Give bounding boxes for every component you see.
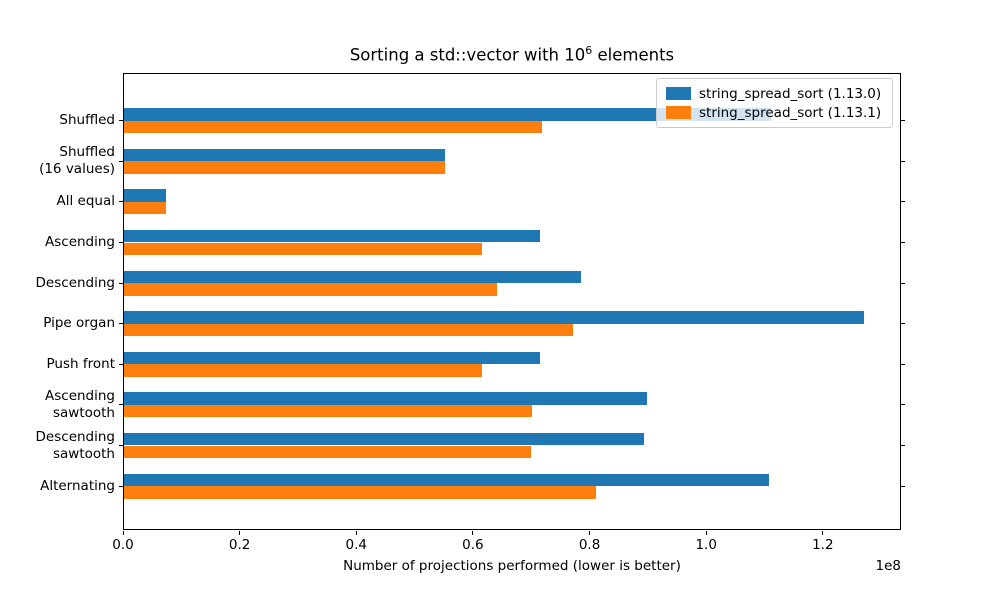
y-tick-label: All equal [56, 193, 115, 210]
x-tick-label: 0.4 [345, 537, 368, 553]
y-tick-label: Ascending [45, 234, 115, 250]
y-tick-label: Push front [46, 355, 115, 372]
x-tick-label: 1.2 [812, 537, 834, 553]
legend-label-v1: string_spread_sort (1.13.1) [699, 104, 882, 121]
y-tick-left [119, 201, 123, 203]
plot-area [123, 73, 901, 530]
y-tick-label: Shuffled (16 values) [39, 144, 115, 178]
x-tick-label: 0.0 [112, 537, 134, 553]
x-tick [822, 531, 824, 535]
bar-series0-cat5 [124, 311, 865, 324]
bar-series0-cat2 [124, 189, 166, 202]
y-tick-right [901, 323, 905, 325]
y-tick-left [119, 242, 123, 243]
legend-label-v0: string_spread_sort (1.13.0) [699, 85, 882, 102]
bar-series0-cat4 [124, 270, 581, 284]
x-tick [239, 531, 241, 535]
bar-series1-cat8 [124, 445, 532, 459]
y-tick-left [119, 120, 123, 122]
bar-series1-cat7 [124, 404, 533, 418]
bar-series0-cat3 [124, 229, 540, 243]
bar-series0-cat7 [124, 392, 647, 405]
chart-title-text: Sorting a std::vector with 10 [349, 45, 586, 65]
y-tick-label: Shuffled [59, 112, 115, 129]
legend-swatch-v0 [666, 87, 691, 100]
y-tick-label: Descending [35, 274, 115, 291]
y-tick-left [119, 323, 123, 325]
y-tick-left [119, 282, 123, 284]
legend-swatch-v1 [666, 106, 691, 119]
legend-item-v0: string_spread_sort (1.13.0) [666, 84, 884, 103]
x-tick [355, 531, 357, 535]
y-tick-right [901, 363, 905, 365]
bar-series1-cat4 [124, 283, 497, 296]
bar-series0-cat0 [124, 108, 772, 121]
y-tick-left [119, 404, 123, 406]
x-tick-label: 0.6 [462, 537, 484, 553]
y-tick-right [901, 404, 905, 406]
x-axis-label: Number of projections performed (lower i… [343, 558, 681, 574]
legend: string_spread_sort (1.13.0) string_sprea… [656, 78, 893, 128]
y-tick-left [119, 485, 123, 487]
bar-series1-cat5 [124, 323, 574, 337]
y-tick-left [119, 160, 123, 162]
bar-series0-cat8 [124, 432, 644, 446]
y-tick-right [901, 445, 905, 446]
bar-series1-cat2 [124, 201, 166, 215]
y-tick-left [119, 363, 123, 365]
y-tick-right [901, 282, 905, 284]
bar-series1-cat1 [124, 161, 445, 174]
bar-series0-cat9 [124, 473, 770, 487]
y-tick-right [901, 120, 905, 122]
bar-series0-cat6 [124, 351, 541, 365]
bar-series1-cat0 [124, 120, 543, 134]
y-tick-left [119, 445, 123, 446]
bar-series1-cat6 [124, 364, 483, 377]
x-tick-label: 0.8 [578, 537, 601, 553]
y-tick-label: Descending sawtooth [35, 428, 115, 462]
chart-title: Sorting a std::vector with 106 elements [123, 44, 901, 65]
y-tick-right [901, 485, 905, 487]
bar-series1-cat9 [124, 486, 597, 499]
bar-series1-cat3 [124, 242, 482, 256]
legend-item-v1: string_spread_sort (1.13.1) [666, 103, 884, 122]
y-tick-right [901, 160, 905, 162]
y-tick-right [901, 242, 905, 243]
x-tick-label: 0.2 [228, 537, 251, 553]
x-tick [705, 531, 707, 535]
axis-offset-text: 1e8 [875, 558, 901, 574]
y-tick-right [901, 201, 905, 203]
x-tick-label: 1.0 [695, 537, 717, 553]
chart-title-superscript: 6 [585, 44, 593, 57]
y-tick-label: Ascending sawtooth [45, 387, 115, 421]
bar-series0-cat1 [124, 148, 446, 162]
x-tick [122, 531, 124, 535]
y-tick-label: Alternating [40, 477, 115, 494]
x-tick [589, 531, 591, 535]
chart-title-suffix: elements [592, 45, 675, 65]
y-tick-label: Pipe organ [43, 315, 115, 332]
x-tick [472, 531, 474, 535]
